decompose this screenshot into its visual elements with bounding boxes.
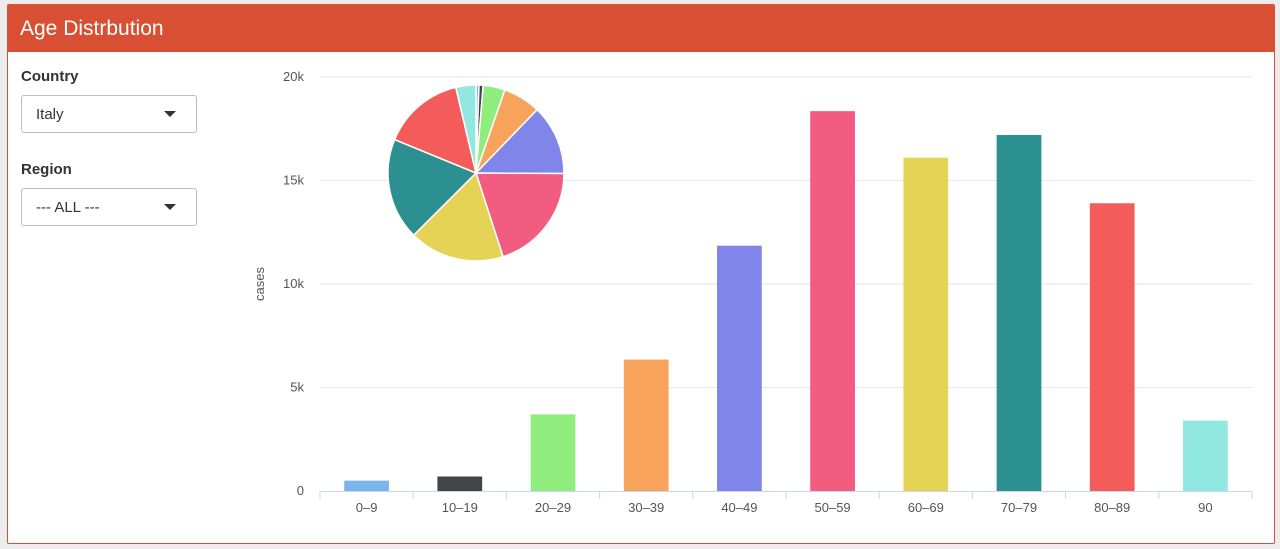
x-tick-label: 0–9 [356, 500, 378, 515]
region-label: Region [21, 161, 72, 178]
chevron-down-icon [164, 111, 176, 117]
x-tick-label: 80–89 [1094, 500, 1130, 515]
country-select-value: Italy [36, 105, 64, 123]
panel-header: Age Distrbution [8, 5, 1274, 52]
panel-title: Age Distrbution [20, 16, 164, 40]
pie-slice-9[interactable] [393, 86, 478, 175]
bar-2[interactable] [437, 476, 483, 491]
y-tick-label: 15k [283, 173, 304, 188]
y-tick-label: 10k [283, 276, 304, 291]
y-tick-label: 0 [297, 483, 304, 498]
y-axis-title: cases [252, 267, 267, 301]
x-tick-label: 10–19 [442, 500, 478, 515]
bar-3[interactable] [530, 414, 576, 491]
bar-9[interactable] [1089, 203, 1135, 491]
bar-10[interactable] [1183, 420, 1228, 491]
x-tick-label: 60–69 [908, 500, 944, 515]
age-chart: 0 5k 10k 15k 20k cases 0–9 10–19 20–29 30–39 40–49… [252, 69, 1253, 515]
chevron-down-icon [164, 204, 176, 210]
x-tick-label: 90 [1198, 500, 1212, 515]
pie-slice-8[interactable] [387, 138, 478, 237]
bar-5[interactable] [717, 245, 762, 491]
x-tick-label: 50–59 [815, 500, 851, 515]
bar-6[interactable] [810, 111, 855, 491]
x-tick-label: 70–79 [1001, 500, 1037, 515]
pie-slice-6[interactable] [474, 172, 565, 258]
region-select[interactable]: --- ALL --- [21, 188, 197, 226]
country-label: Country [21, 68, 79, 85]
pie-slice-7[interactable] [412, 171, 504, 262]
x-tick-label: 20–29 [535, 500, 571, 515]
bar-8[interactable] [996, 134, 1042, 491]
y-tick-label: 5k [290, 380, 304, 395]
age-distribution-panel: Age Distrbution Country Italy Region ---… [7, 4, 1275, 544]
bar-4[interactable] [623, 359, 669, 491]
pie-slice-10[interactable] [454, 84, 477, 174]
region-select-value: --- ALL --- [36, 198, 100, 216]
pie-slice-5[interactable] [474, 108, 565, 175]
x-tick-label: 40–49 [721, 500, 757, 515]
y-tick-label: 20k [283, 69, 304, 84]
country-select[interactable]: Italy [21, 95, 197, 133]
bar-1[interactable] [344, 480, 389, 491]
bar-7[interactable] [903, 157, 949, 492]
x-tick-label: 30–39 [628, 500, 664, 515]
